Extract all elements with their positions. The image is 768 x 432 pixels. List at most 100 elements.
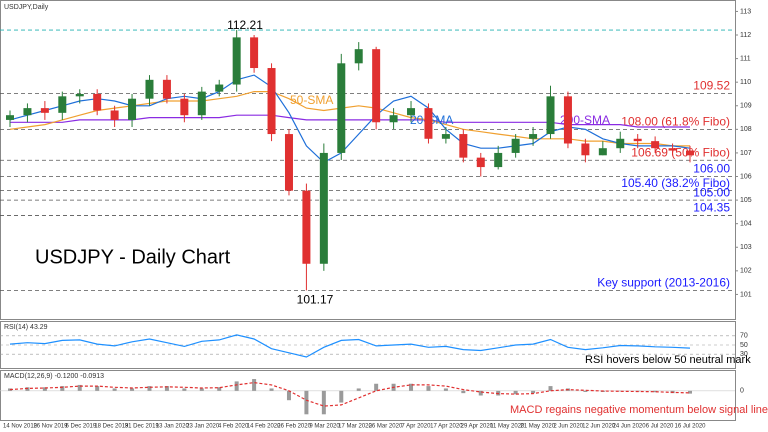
macd-bar [478,390,483,396]
level-label: 104.35 [693,201,730,215]
x-tick-label: 4 Feb 2020 [218,424,249,430]
level-label: 106.69 (50% Fibo) [631,145,730,159]
macd-bar [443,388,448,391]
macd-bar [304,390,309,415]
y-tick-label: 110 [740,79,751,86]
macd-bar [77,384,82,391]
x-tick-label: 26 Feb 2020 [277,424,311,430]
candle-body [75,93,84,97]
x-tick-label: 29 Apr 2020 [461,424,494,430]
y-tick-label: 108 [740,126,752,133]
candle-body [529,134,538,139]
macd-label: MACD(12,26,9) -0.1200 -0.0913 [4,373,104,380]
candle-body [407,108,416,116]
x-tick-label: 14 Feb 2020 [247,424,281,430]
candle-body [284,134,293,191]
rsi-tick-label: 50 [740,342,748,349]
y-tick-label: 103 [740,244,752,251]
level-label: 109.52 [693,79,730,93]
candle-body [319,152,328,264]
macd-signal [9,381,691,407]
macd-bar [583,390,588,392]
candle-body [633,138,642,142]
x-tick-label: 18 Dec 2019 [94,424,129,430]
candle-body [441,134,450,139]
candle-body [93,93,102,111]
y-tick-label: 105 [740,197,752,204]
candle-body [372,49,381,123]
macd-bar [548,386,553,391]
candle-body [354,49,363,64]
y-tick-label: 107 [740,150,752,157]
rsi-note: RSI hovers below 50 neutral mark [585,354,751,366]
candle-body [58,96,67,113]
y-tick-label: 111 [740,55,751,62]
x-tick-label: 2 Jun 2020 [553,424,583,430]
level-label: Key support (2013-2016) [597,276,730,290]
candle-body [128,98,137,120]
x-tick-label: 26 Mar 2020 [369,424,403,430]
candle-body [668,148,677,151]
macd-panel [0,370,736,421]
candle-body [145,79,154,99]
candle-body [337,63,346,153]
level-label: 105.00 [693,185,730,199]
y-tick-label: 109 [740,103,752,110]
candle-body [459,134,468,158]
macd-bar [182,388,187,391]
level-label: 112.21 [227,18,263,32]
macd-bar [426,386,431,391]
sma-line [9,74,691,164]
macd-bar [374,383,379,391]
rsi-label: RSI(14) 43.29 [4,324,48,331]
symbol-header: USDJPY,Daily [4,4,49,11]
macd-bar [653,390,658,393]
candle-body [546,96,555,135]
candle-body [6,115,14,120]
x-tick-label: 11 May 2020 [490,424,525,430]
candle-body [40,108,49,113]
candle-body [110,110,119,120]
macd-bar [164,386,169,391]
candle-body [616,138,625,149]
candle-body [651,141,660,149]
macd-tick-label: 0 [740,388,744,395]
candle-body [162,79,171,99]
macd-bar [8,388,12,391]
macd-bar [269,388,274,391]
x-tick-label: 17 Mar 2020 [338,424,372,430]
macd-bar [252,379,257,391]
candle-body [389,115,398,123]
sma-label: 200-SMA [560,113,610,127]
x-tick-label: 7 Apr 2020 [401,424,431,430]
x-tick-label: 21 May 2020 [520,424,555,430]
candle-body [476,157,485,168]
macd-bar [321,390,326,415]
y-tick-label: 113 [740,8,751,15]
macd-bar [95,386,100,391]
candle-body [23,108,32,116]
macd-note: MACD regains negative momentum below sig… [510,404,768,416]
x-tick-label: 17 Apr 2020 [430,424,463,430]
macd-bar [513,390,518,395]
x-tick-label: 26 Nov 2019 [33,424,68,430]
y-tick-label: 112 [740,32,751,39]
x-tick-label: 9 Mar 2020 [309,424,340,430]
macd-bar [531,390,536,394]
candle-body [267,68,276,135]
macd-bar [461,390,466,394]
low-label: 101.17 [297,293,334,307]
candle-body [494,152,503,168]
sma-line [9,91,690,147]
sma-label: 50-SMA [290,93,333,107]
x-tick-label: 24 Jun 2020 [613,424,647,430]
candle-body [686,150,694,156]
candle-body [563,96,572,144]
level-label: 105.40 (38.2% Fibo) [621,176,730,190]
x-tick-label: 6 Jul 2020 [646,424,674,430]
y-tick-label: 106 [740,173,752,180]
macd-bar [147,386,152,391]
macd-bar [130,388,135,391]
chart-title: USDJPY - Daily Chart [35,246,231,268]
